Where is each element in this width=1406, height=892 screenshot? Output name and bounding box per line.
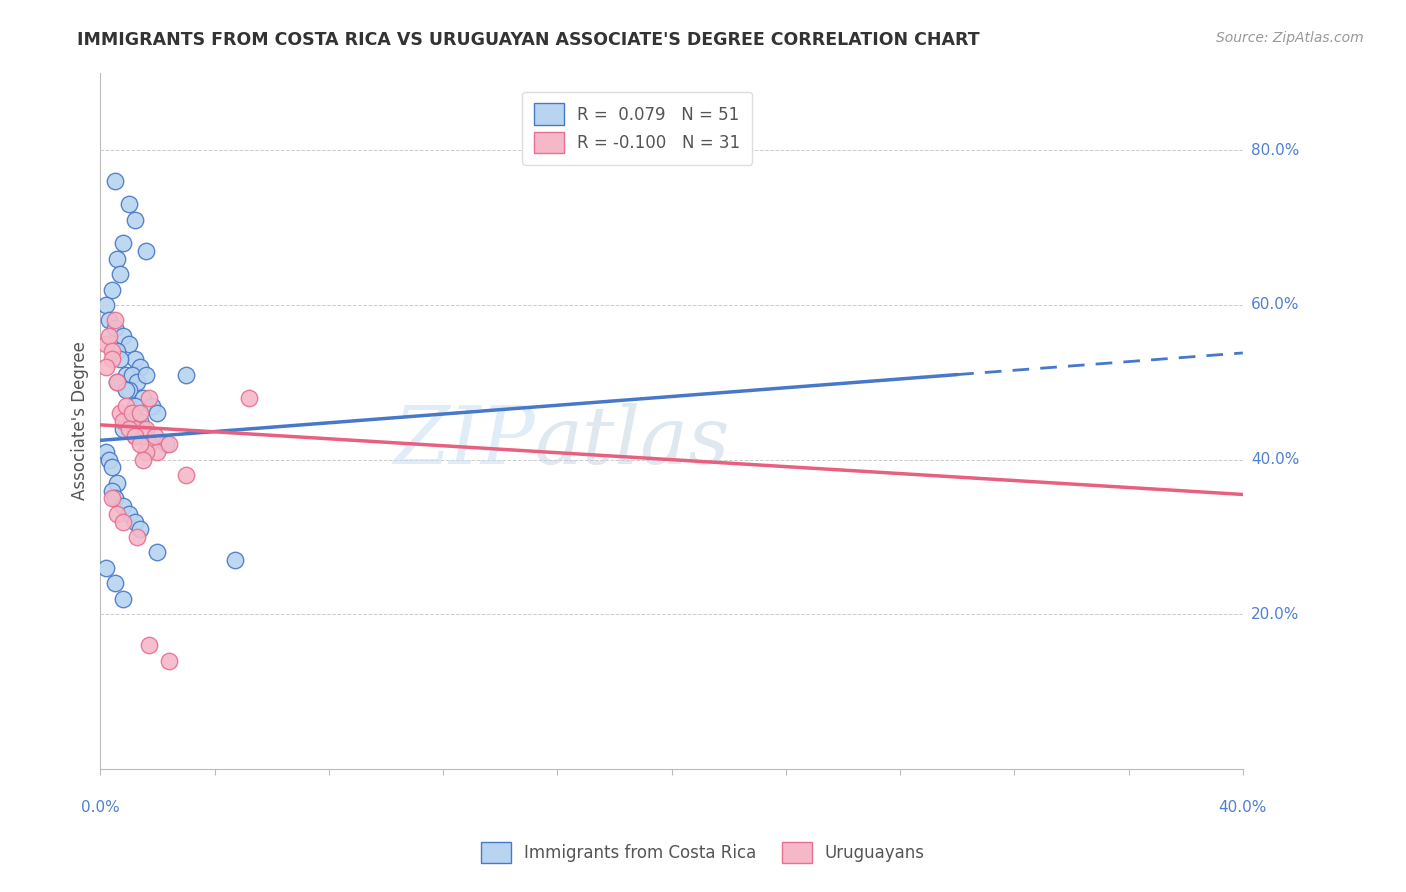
Point <box>157 437 180 451</box>
Point <box>135 244 157 258</box>
Point <box>104 313 127 327</box>
Text: 20.0%: 20.0% <box>1251 607 1299 622</box>
Text: atlas: atlas <box>534 403 730 481</box>
Point <box>132 391 155 405</box>
Point <box>138 391 160 405</box>
Point <box>138 638 160 652</box>
Point <box>112 414 135 428</box>
Point <box>112 591 135 606</box>
Point <box>100 344 122 359</box>
Point <box>115 399 138 413</box>
Point <box>138 437 160 451</box>
Point <box>143 429 166 443</box>
Point <box>107 507 129 521</box>
Point <box>100 352 122 367</box>
Text: 0.0%: 0.0% <box>82 799 120 814</box>
Point <box>124 429 146 443</box>
Point <box>118 336 141 351</box>
Point <box>112 515 135 529</box>
Text: 40.0%: 40.0% <box>1219 799 1267 814</box>
Point <box>124 515 146 529</box>
Legend: Immigrants from Costa Rica, Uruguayans: Immigrants from Costa Rica, Uruguayans <box>471 831 935 873</box>
Point <box>110 406 132 420</box>
Point <box>112 329 135 343</box>
Point <box>110 267 132 281</box>
Point <box>118 422 141 436</box>
Legend: R =  0.079   N = 51, R = -0.100   N = 31: R = 0.079 N = 51, R = -0.100 N = 31 <box>523 92 752 165</box>
Text: IMMIGRANTS FROM COSTA RICA VS URUGUAYAN ASSOCIATE'S DEGREE CORRELATION CHART: IMMIGRANTS FROM COSTA RICA VS URUGUAYAN … <box>77 31 980 49</box>
Point <box>107 376 129 390</box>
Point <box>94 336 117 351</box>
Point <box>107 252 129 266</box>
Point <box>238 391 260 405</box>
Point <box>146 445 169 459</box>
Point <box>124 399 146 413</box>
Point <box>97 452 120 467</box>
Point <box>124 422 146 436</box>
Point <box>146 406 169 420</box>
Point <box>124 213 146 227</box>
Point <box>110 352 132 367</box>
Text: 40.0%: 40.0% <box>1251 452 1299 467</box>
Point <box>100 283 122 297</box>
Point <box>127 376 149 390</box>
Point <box>115 383 138 397</box>
Point <box>141 399 163 413</box>
Point <box>121 368 143 382</box>
Point <box>97 313 120 327</box>
Point <box>100 460 122 475</box>
Point <box>118 383 141 397</box>
Text: Source: ZipAtlas.com: Source: ZipAtlas.com <box>1216 31 1364 45</box>
Point <box>135 445 157 459</box>
Point <box>129 437 152 451</box>
Point <box>121 406 143 420</box>
Point <box>129 522 152 536</box>
Point <box>155 437 177 451</box>
Point <box>157 654 180 668</box>
Point <box>112 236 135 251</box>
Point <box>107 344 129 359</box>
Text: 60.0%: 60.0% <box>1251 298 1299 312</box>
Point <box>224 553 246 567</box>
Point <box>94 561 117 575</box>
Point <box>104 576 127 591</box>
Point <box>107 376 129 390</box>
Point <box>129 406 152 420</box>
Point <box>112 499 135 513</box>
Text: ZIP: ZIP <box>392 403 534 481</box>
Point <box>135 368 157 382</box>
Point <box>174 368 197 382</box>
Y-axis label: Associate's Degree: Associate's Degree <box>72 342 89 500</box>
Point <box>104 491 127 506</box>
Point <box>115 368 138 382</box>
Point <box>124 429 146 443</box>
Point <box>132 452 155 467</box>
Point <box>118 507 141 521</box>
Point <box>146 545 169 559</box>
Point <box>94 445 117 459</box>
Point <box>112 422 135 436</box>
Point <box>94 298 117 312</box>
Point <box>118 197 141 211</box>
Point <box>97 329 120 343</box>
Point <box>104 321 127 335</box>
Point <box>100 483 122 498</box>
Point <box>129 359 152 374</box>
Text: 80.0%: 80.0% <box>1251 143 1299 158</box>
Point <box>104 174 127 188</box>
Point <box>121 406 143 420</box>
Point <box>94 359 117 374</box>
Point <box>174 468 197 483</box>
Point <box>132 422 155 436</box>
Point <box>129 414 152 428</box>
Point <box>100 491 122 506</box>
Point <box>124 352 146 367</box>
Point <box>107 475 129 490</box>
Point <box>135 422 157 436</box>
Point <box>127 530 149 544</box>
